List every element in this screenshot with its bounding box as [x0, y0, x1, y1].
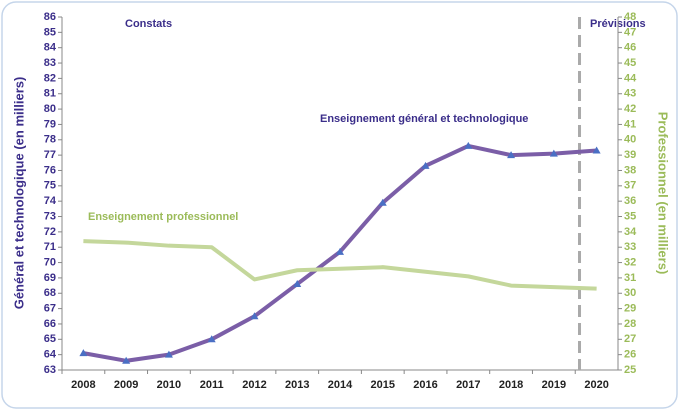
- y2-axis-label: Professionnel (en milliers): [656, 112, 671, 275]
- y-tick-label: 77: [44, 149, 56, 161]
- marker: [378, 198, 387, 206]
- series-label: Enseignement général et technologique: [320, 113, 528, 125]
- y2-tick-label: 46: [624, 42, 636, 54]
- y2-tick-label: 42: [624, 103, 636, 115]
- marker: [421, 161, 430, 169]
- y-tick-label: 66: [44, 318, 56, 330]
- y2-tick-label: 41: [624, 118, 636, 130]
- x-tick-label: 2013: [285, 379, 309, 391]
- y2-tick-label: 33: [624, 241, 636, 253]
- y2-tick-label: 34: [624, 226, 637, 238]
- x-tick-label: 2014: [328, 379, 353, 391]
- y2-tick-label: 48: [624, 11, 636, 23]
- y-tick-label: 68: [44, 287, 56, 299]
- y2-tick-label: 37: [624, 180, 636, 192]
- marker: [122, 356, 131, 364]
- y2-tick-label: 25: [624, 364, 636, 376]
- y-tick-label: 75: [44, 180, 56, 192]
- x-tick-label: 2020: [584, 379, 608, 391]
- y-tick-label: 83: [44, 57, 56, 69]
- y2-tick-label: 36: [624, 195, 636, 207]
- y-tick-label: 76: [44, 164, 56, 176]
- y-tick-label: 72: [44, 226, 56, 238]
- y2-tick-label: 38: [624, 164, 636, 176]
- marker: [164, 350, 173, 358]
- y-tick-label: 67: [44, 303, 56, 315]
- y-tick-label: 69: [44, 272, 56, 284]
- x-tick-label: 2015: [371, 379, 395, 391]
- annotation: Constats: [125, 18, 172, 30]
- x-tick-label: 2009: [114, 379, 138, 391]
- marker: [592, 146, 601, 154]
- y-tick-label: 78: [44, 134, 56, 146]
- y2-tick-label: 26: [624, 349, 636, 361]
- x-tick-label: 2011: [200, 379, 224, 391]
- y2-tick-label: 32: [624, 256, 636, 268]
- x-tick-label: 2008: [71, 379, 95, 391]
- y-tick-label: 73: [44, 210, 56, 222]
- y-tick-label: 74: [44, 195, 57, 207]
- marker: [336, 247, 344, 255]
- y2-tick-label: 30: [624, 287, 636, 299]
- marker: [293, 280, 302, 288]
- y-tick-label: 65: [44, 333, 56, 345]
- series-line: [83, 239, 597, 291]
- y-tick-label: 82: [44, 72, 56, 84]
- y2-tick-label: 39: [624, 149, 636, 161]
- chart-border: [1, 1, 678, 409]
- y2-tick-label: 35: [624, 210, 636, 222]
- y-tick-label: 80: [44, 103, 56, 115]
- y-tick-label: 84: [44, 42, 57, 54]
- y2-tick-label: 43: [624, 88, 636, 100]
- marker: [79, 349, 88, 357]
- marker: [250, 312, 259, 320]
- y-tick-label: 81: [44, 88, 56, 100]
- y-axis-label: Général et technologique (en milliers): [11, 77, 26, 310]
- x-tick-label: 2017: [456, 379, 480, 391]
- y2-tick-label: 28: [624, 318, 636, 330]
- y-tick-label: 85: [44, 26, 56, 38]
- y-tick-label: 71: [44, 241, 56, 253]
- y2-tick-label: 45: [624, 57, 636, 69]
- marker: [464, 141, 473, 149]
- series-label: Enseignement professionnel: [88, 211, 238, 223]
- marker: [507, 151, 516, 159]
- x-tick-label: 2018: [499, 379, 523, 391]
- y2-tick-label: 31: [624, 272, 636, 284]
- x-tick-label: 2010: [157, 379, 181, 391]
- y-tick-label: 64: [44, 349, 57, 361]
- x-tick-label: 2019: [542, 379, 566, 391]
- y2-tick-label: 27: [624, 333, 636, 345]
- y2-tick-label: 40: [624, 134, 636, 146]
- y2-tick-label: 29: [624, 303, 636, 315]
- x-tick-label: 2016: [413, 379, 437, 391]
- y-tick-label: 70: [44, 256, 56, 268]
- y-tick-label: 79: [44, 118, 56, 130]
- y2-tick-label: 44: [624, 72, 637, 84]
- y-tick-label: 86: [44, 11, 56, 23]
- marker: [549, 149, 558, 157]
- x-tick-label: 2012: [242, 379, 266, 391]
- y2-tick-label: 47: [624, 26, 636, 38]
- y-tick-label: 63: [44, 364, 56, 376]
- marker: [207, 335, 216, 343]
